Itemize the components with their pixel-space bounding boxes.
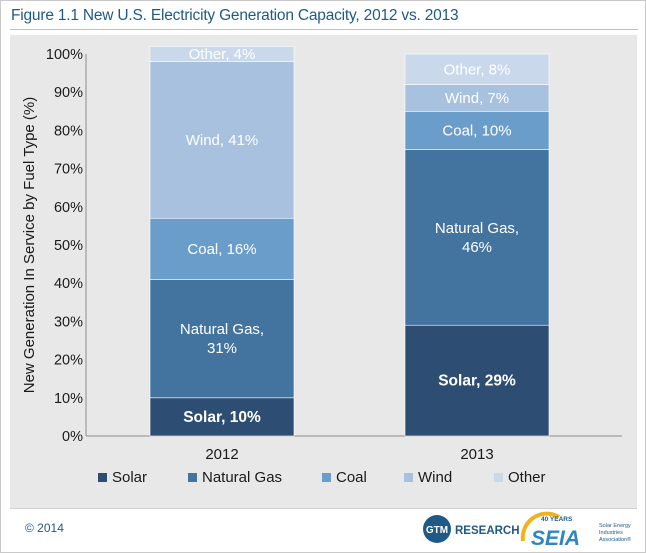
y-tick-label: 70% [54, 162, 83, 178]
y-tick-label: 90% [54, 85, 83, 101]
legend-label: Wind [418, 469, 452, 486]
gtm-badge-text: GTM [426, 525, 448, 536]
legend-label: Solar [112, 469, 147, 486]
data-label: Natural Gas, [180, 321, 264, 338]
data-label: 31% [207, 340, 237, 357]
stacked-bar-chart: 0% 10% 20% 30% 40% 50% 60% 70% 80% 90% 100% New Gen… [21, 46, 622, 486]
legend-swatch [188, 473, 197, 482]
copyright-text: © 2014 [25, 521, 64, 535]
legend-label: Natural Gas [202, 469, 282, 486]
y-tick-label: 10% [54, 391, 83, 407]
y-tick-label: 30% [54, 314, 83, 330]
figure-title: Figure 1.1 New U.S. Electricity Generati… [11, 7, 459, 24]
data-label: Wind, 41% [186, 132, 259, 149]
seia-tagline-2: Industries [599, 530, 623, 536]
bar-segment [149, 279, 295, 399]
data-label: Coal, 10% [442, 122, 511, 139]
seia-tagline-3: Association® [599, 536, 631, 543]
x-tick-label: 2012 [205, 446, 238, 463]
data-label: Coal, 16% [187, 241, 256, 258]
y-tick-label: 50% [54, 238, 83, 254]
gtm-research-logo: GTM RESEARCH [423, 515, 519, 543]
y-tick-label: 20% [54, 353, 83, 369]
data-label: Solar, 10% [183, 409, 261, 426]
y-tick-label: 0% [62, 429, 83, 445]
data-label: 46% [462, 239, 492, 256]
gtm-badge-icon [423, 515, 451, 543]
legend-swatch [98, 473, 107, 482]
chart-panel: 0% 10% 20% 30% 40% 50% 60% 70% 80% 90% 100% New Gen… [10, 35, 637, 508]
footer-divider [10, 508, 637, 509]
y-tick-label: 100% [46, 47, 83, 63]
gtm-word-text: RESEARCH [455, 525, 519, 537]
seia-years-text: 40 YEARS [541, 516, 573, 523]
seia-sun-arc-icon [520, 511, 561, 542]
y-tick-label: 60% [54, 200, 83, 216]
legend-label: Coal [336, 469, 367, 486]
bar-segment [149, 46, 295, 62]
data-label: Solar, 29% [438, 373, 516, 390]
bar-segment [149, 61, 295, 219]
bar-segment [149, 397, 295, 437]
y-axis-title: New Generation In Service by Fuel Type (… [21, 97, 38, 394]
x-tick-label: 2013 [460, 446, 493, 463]
legend-swatch [494, 473, 503, 482]
legend-label: Other [508, 469, 546, 486]
title-divider [10, 29, 638, 30]
bar-segment [404, 149, 550, 326]
data-label: Wind, 7% [445, 90, 509, 107]
legend-swatch [322, 473, 331, 482]
seia-word-text: SEIA [531, 527, 580, 550]
seia-tagline-1: Solar Energy [599, 523, 631, 529]
bar-segment [404, 53, 550, 85]
y-tick-label: 40% [54, 276, 83, 292]
y-tick-label: 80% [54, 123, 83, 139]
legend-swatch [404, 473, 413, 482]
data-label: Other, 8% [444, 61, 511, 78]
seia-logo: 40 YEARS SEIA Solar Energy Industries As… [520, 511, 631, 550]
data-label: Other, 4% [189, 46, 256, 63]
data-label: Natural Gas, [435, 220, 519, 237]
